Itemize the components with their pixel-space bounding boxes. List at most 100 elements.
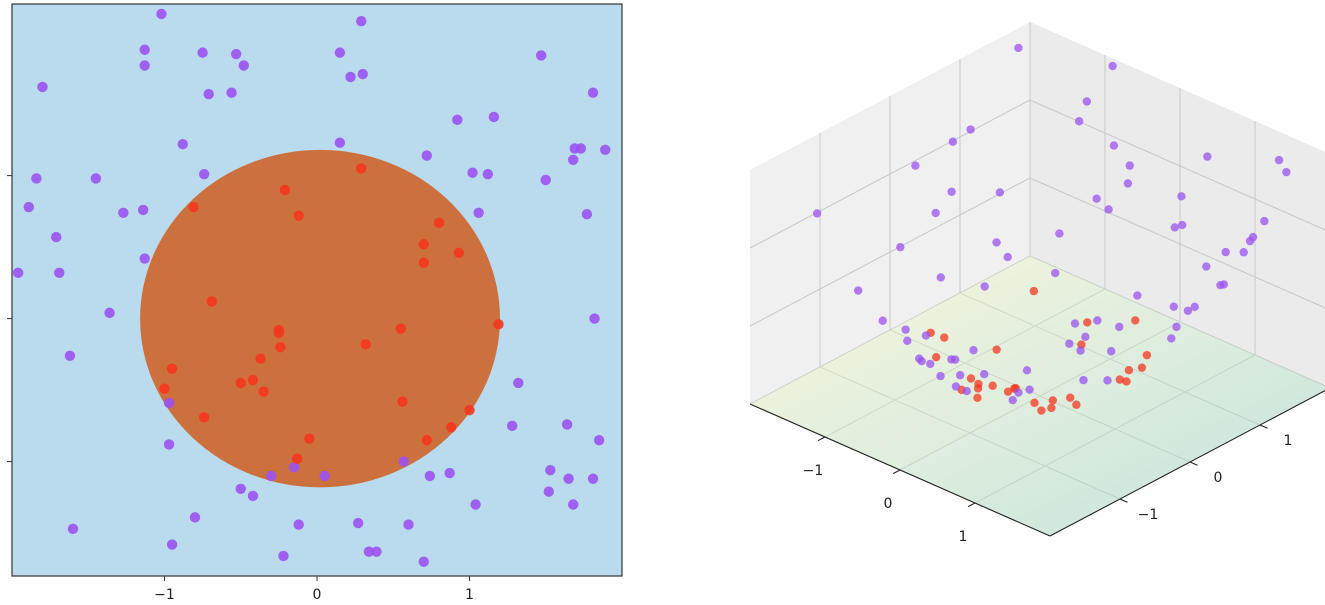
inner-point — [360, 339, 371, 350]
outer-point-3d — [1076, 346, 1085, 355]
outer-point — [561, 419, 573, 430]
outer-point — [545, 464, 556, 476]
outer-point — [575, 143, 587, 154]
inner-point-3d — [1066, 393, 1075, 402]
decision-region-plot: −1 0 1 — [7, 3, 623, 603]
outer-point-3d — [995, 188, 1005, 197]
outer-point-3d — [1219, 280, 1229, 289]
outer-point-3d — [1133, 291, 1142, 300]
outer-point — [371, 546, 382, 557]
inner-point — [258, 386, 269, 397]
outer-point-3d — [1022, 366, 1032, 375]
outer-point-3d — [903, 336, 912, 346]
outer-point — [226, 87, 237, 98]
outer-point-3d — [947, 355, 956, 364]
inner-point-3d — [973, 393, 982, 403]
outer-point — [198, 168, 210, 180]
outer-point-3d — [1170, 223, 1179, 232]
outer-point — [189, 512, 201, 523]
outer-point — [535, 50, 547, 61]
outer-point-3d — [1115, 322, 1124, 332]
outer-point — [64, 350, 76, 361]
outer-point-3d — [1108, 61, 1117, 71]
outer-point — [37, 81, 48, 93]
outer-point-3d — [1107, 347, 1116, 356]
outer-point-3d — [1167, 334, 1176, 343]
outer-point — [587, 473, 599, 484]
inner-point-3d — [988, 381, 997, 390]
inner-point — [198, 412, 210, 423]
outer-point — [403, 519, 414, 530]
inner-point — [421, 434, 432, 446]
outer-point-3d — [1070, 319, 1080, 328]
outer-point-3d — [931, 208, 940, 218]
inner-point — [304, 433, 315, 444]
inner-point-3d — [1115, 375, 1124, 384]
outer-point-3d — [812, 209, 822, 218]
inner-point — [273, 327, 285, 339]
outer-point-3d — [1008, 395, 1017, 405]
inner-point-3d — [1030, 398, 1039, 408]
outer-point-3d — [1274, 155, 1284, 165]
inner-point — [395, 323, 407, 334]
inner-point-3d — [932, 352, 941, 362]
outer-point — [90, 173, 102, 184]
outer-point — [163, 397, 175, 409]
inner-point-3d — [1029, 286, 1039, 296]
outer-point — [568, 499, 579, 510]
y-tick-label-3d: −1 — [1138, 507, 1159, 523]
outer-point-3d — [962, 386, 971, 396]
outer-point — [23, 201, 34, 213]
outer-point-3d — [1109, 141, 1119, 150]
outer-point-3d — [1014, 43, 1023, 53]
inner-point-3d — [1003, 387, 1013, 396]
separating-plane — [750, 256, 1325, 536]
outer-point — [352, 517, 364, 529]
outer-point-3d — [980, 369, 989, 379]
outer-point-3d — [955, 371, 965, 380]
outer-point — [177, 138, 188, 150]
outer-point — [363, 546, 375, 557]
outer-point — [421, 150, 432, 161]
y-tick-3d — [1119, 498, 1128, 503]
outer-point-3d — [911, 161, 920, 170]
outer-point-3d — [1123, 179, 1133, 188]
outer-point — [540, 174, 551, 186]
inner-point — [166, 363, 178, 374]
outer-point-3d — [969, 345, 978, 355]
inner-point — [453, 247, 465, 259]
x-tick-label: −1 — [154, 587, 175, 603]
outer-point-3d — [1282, 167, 1291, 177]
outer-point — [357, 68, 368, 80]
outer-point — [51, 231, 62, 243]
outer-point-3d — [1051, 268, 1060, 278]
inner-point — [255, 353, 266, 364]
outer-point — [444, 467, 455, 479]
inner-point — [464, 404, 475, 416]
outer-point-3d — [1245, 236, 1255, 246]
outer-point — [507, 420, 518, 432]
outer-point-3d — [1092, 194, 1101, 203]
x-tick-label-3d: 0 — [884, 496, 893, 512]
outer-point — [589, 313, 600, 324]
inner-point — [159, 383, 170, 394]
outer-point-3d — [1104, 205, 1113, 214]
y-tick-label-3d: 0 — [1214, 470, 1223, 486]
outer-point-3d — [878, 316, 887, 325]
outer-point-3d — [992, 238, 1001, 247]
x-tick-3d — [967, 502, 976, 508]
inner-point — [418, 239, 429, 250]
outer-point — [67, 523, 79, 535]
outer-point-3d — [1093, 316, 1102, 325]
y-tick-3d — [1189, 461, 1198, 466]
outer-point — [319, 470, 330, 482]
outer-point — [563, 473, 574, 484]
outer-point — [139, 60, 150, 71]
outer-point-3d — [1178, 220, 1187, 230]
outer-point-3d — [853, 286, 863, 295]
outer-point — [54, 267, 65, 279]
outer-point — [334, 47, 346, 58]
outer-point-3d — [966, 125, 975, 134]
inner-point-3d — [1137, 363, 1147, 372]
outer-point — [587, 87, 599, 98]
